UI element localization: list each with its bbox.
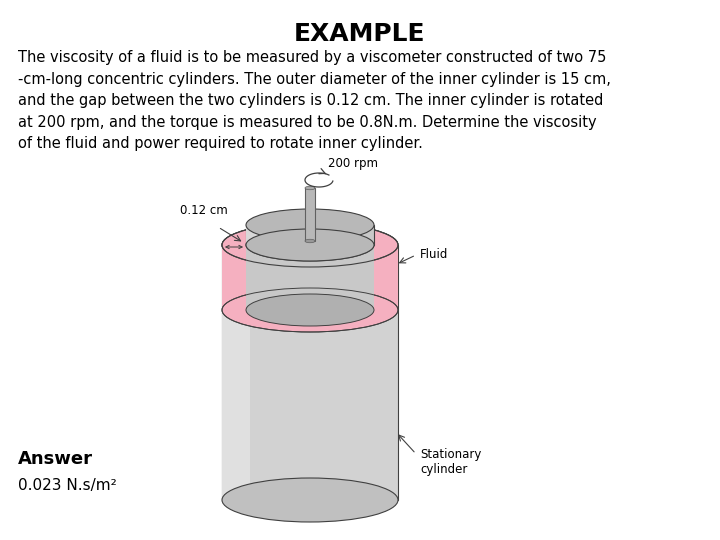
Ellipse shape: [222, 223, 398, 267]
Polygon shape: [246, 245, 374, 310]
Polygon shape: [222, 245, 398, 310]
Text: 0.12 cm: 0.12 cm: [180, 204, 228, 217]
Text: 200 rpm: 200 rpm: [328, 157, 378, 170]
Ellipse shape: [246, 209, 374, 241]
Ellipse shape: [222, 478, 398, 522]
Polygon shape: [305, 188, 315, 241]
Ellipse shape: [246, 229, 374, 261]
Ellipse shape: [305, 239, 315, 243]
Text: The viscosity of a fluid is to be measured by a viscometer constructed of two 75: The viscosity of a fluid is to be measur…: [18, 50, 611, 151]
Text: 0.023 N.s/m²: 0.023 N.s/m²: [18, 478, 117, 493]
Text: Answer: Answer: [18, 450, 93, 468]
Text: Stationary
cylinder: Stationary cylinder: [420, 448, 482, 476]
Polygon shape: [246, 225, 264, 245]
Ellipse shape: [222, 288, 398, 332]
Polygon shape: [246, 225, 374, 245]
Polygon shape: [222, 245, 250, 500]
Text: EXAMPLE: EXAMPLE: [294, 22, 426, 46]
Polygon shape: [222, 245, 398, 500]
Ellipse shape: [246, 294, 374, 326]
Ellipse shape: [246, 229, 374, 261]
Text: Fluid: Fluid: [420, 248, 449, 261]
Ellipse shape: [222, 223, 398, 267]
Ellipse shape: [305, 186, 315, 190]
